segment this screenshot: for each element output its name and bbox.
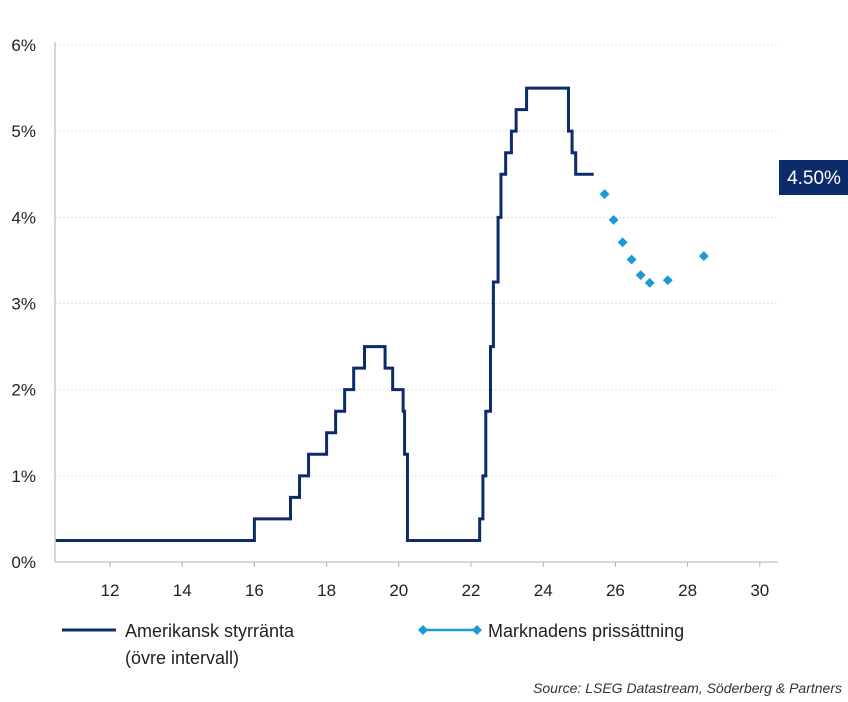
y-tick-label: 2%: [11, 381, 36, 400]
current-rate-badge: 4.50%: [779, 160, 848, 195]
market-pricing-point: [662, 275, 673, 286]
series-area: [55, 86, 709, 542]
y-tick-label: 6%: [11, 36, 36, 55]
legend-label-market: Marknadens prissättning: [488, 621, 684, 641]
y-tick-labels: 0% 1% 2% 3% 4% 5% 6%: [11, 36, 36, 572]
legend-item-market-pricing: Marknadens prissättning: [418, 621, 684, 641]
x-tick-labels: 12 14 16 18 20 22 24 26 28 30: [101, 581, 770, 600]
legend-marker: [472, 625, 482, 635]
market-pricing-point: [617, 237, 628, 248]
badge-text: 4.50%: [787, 168, 841, 189]
market-pricing-point: [635, 270, 646, 281]
legend-item-policy-rate: Amerikansk styrränta (övre intervall): [62, 621, 295, 668]
legend-label-policy: Amerikansk styrränta: [125, 621, 295, 641]
x-tick-label: 12: [101, 581, 120, 600]
x-tick-label: 18: [317, 581, 336, 600]
market-pricing-point: [626, 254, 637, 265]
legend-label-policy-line2: (övre intervall): [125, 648, 239, 668]
y-tick-label: 4%: [11, 208, 36, 227]
x-tick-label: 26: [606, 581, 625, 600]
y-tick-label: 5%: [11, 122, 36, 141]
badge-background: [779, 160, 848, 195]
x-tick-label: 16: [245, 581, 264, 600]
market-pricing-point: [599, 189, 610, 200]
x-tick-label: 22: [462, 581, 481, 600]
market-pricing-point: [698, 251, 709, 262]
x-tick-label: 14: [173, 581, 192, 600]
x-tick-label: 24: [534, 581, 553, 600]
y-tick-label: 3%: [11, 295, 36, 314]
market-pricing-point: [608, 214, 619, 225]
source-note: Source: LSEG Datastream, Söderberg & Par…: [533, 680, 842, 696]
legend-marker: [418, 625, 428, 635]
market-pricing-point: [644, 277, 655, 288]
gridlines: [55, 44, 778, 477]
series-line-policy-rate: [55, 86, 594, 542]
x-tick-label: 30: [750, 581, 769, 600]
legend: Amerikansk styrränta (övre intervall) Ma…: [62, 621, 684, 668]
x-tick-label: 28: [678, 581, 697, 600]
x-tick-label: 20: [389, 581, 408, 600]
axes: [54, 42, 778, 567]
y-tick-label: 0%: [11, 553, 36, 572]
y-tick-label: 1%: [11, 467, 36, 486]
